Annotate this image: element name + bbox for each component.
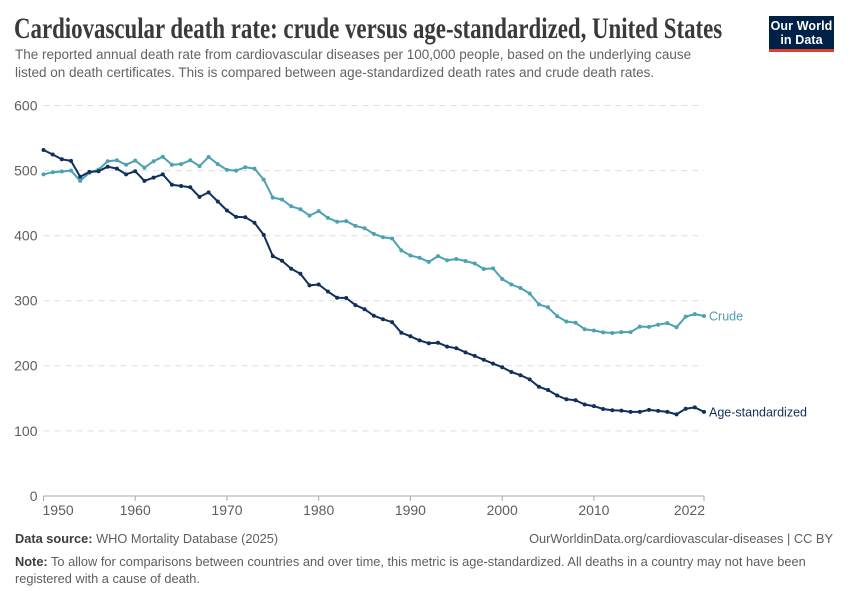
svg-text:1970: 1970 [211,502,242,518]
svg-text:1950: 1950 [43,502,74,518]
svg-text:1980: 1980 [303,502,334,518]
svg-text:300: 300 [14,293,38,309]
svg-text:2022: 2022 [674,502,705,518]
svg-text:1960: 1960 [120,502,151,518]
svg-text:1990: 1990 [395,502,426,518]
svg-text:100: 100 [14,423,38,439]
svg-text:2010: 2010 [578,502,609,518]
svg-text:2000: 2000 [487,502,518,518]
svg-text:Crude: Crude [709,310,743,324]
svg-text:400: 400 [14,228,38,244]
svg-text:500: 500 [14,163,38,179]
svg-text:Age-standardized: Age-standardized [709,406,807,420]
svg-text:600: 600 [14,97,38,113]
svg-text:200: 200 [14,358,38,374]
svg-text:0: 0 [30,488,38,504]
